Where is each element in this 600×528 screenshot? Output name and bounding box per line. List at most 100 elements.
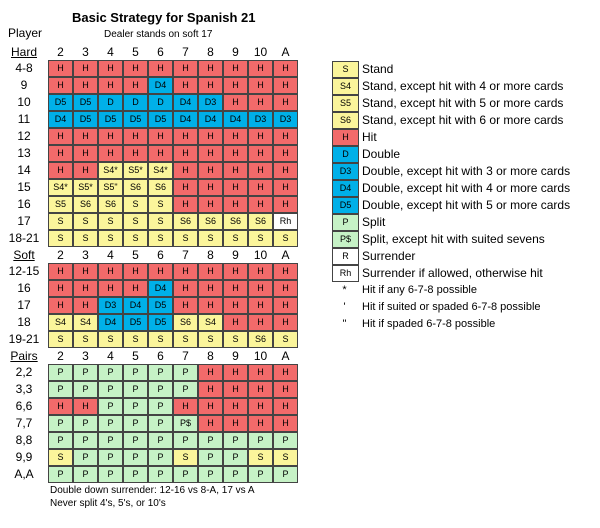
strategy-cell: P [98,364,123,381]
strategy-cell: S [123,196,148,213]
strategy-cell: H [248,128,273,145]
strategy-cell: D4 [198,111,223,128]
strategy-cell: H [223,398,248,415]
row-label: 16 [17,197,31,211]
strategy-cell: D4 [223,111,248,128]
strategy-cell: P [98,381,123,398]
strategy-cell: H [173,263,198,280]
strategy-cell: P [48,415,73,432]
strategy-cell: H [248,145,273,162]
strategy-cell: S4 [48,314,73,331]
strategy-cell: S5 [48,196,73,213]
strategy-cell: H [148,263,173,280]
strategy-cell: H [198,60,223,77]
strategy-cell: H [73,162,98,179]
strategy-cell: P [248,432,273,449]
row-label: 9,9 [15,450,33,464]
strategy-cell: H [223,280,248,297]
legend-swatch: S [332,61,359,78]
strategy-cell: H [223,314,248,331]
strategy-cell: H [273,162,298,179]
strategy-cell: H [198,297,223,314]
strategy-cell: H [173,162,198,179]
strategy-cell: H [273,60,298,77]
strategy-cell: H [273,398,298,415]
strategy-cell: S6 [173,314,198,331]
strategy-cell: D4 [173,94,198,111]
strategy-cell: H [273,77,298,94]
strategy-cell: H [173,280,198,297]
strategy-cell: H [273,94,298,111]
strategy-cell: H [248,314,273,331]
strategy-cell: D5 [148,297,173,314]
strategy-cell: H [48,297,73,314]
legend-text: Double, except hit with 5 or more cards [362,198,571,212]
legend-text: Stand, except hit with 5 or more cards [362,96,564,110]
section-label: Hard [10,45,37,59]
strategy-cell: P [98,466,123,483]
legend-text: Double [362,147,401,161]
strategy-cell: H [173,145,198,162]
row-label: 4-8 [15,61,33,75]
strategy-cell: H [248,60,273,77]
row-label: 16 [17,281,31,295]
strategy-cell: S [48,449,73,466]
legend-swatch: D [332,146,359,163]
strategy-cell: H [98,145,123,162]
strategy-cell: H [148,145,173,162]
strategy-cell: H [248,280,273,297]
strategy-cell: H [198,145,223,162]
strategy-cell: D5 [98,111,123,128]
legend-text: Split [362,215,386,229]
strategy-cell: S [73,230,98,247]
dealer-card-header: 7 [182,248,189,262]
strategy-cell: H [198,381,223,398]
strategy-cell: H [198,280,223,297]
strategy-cell: H [273,263,298,280]
strategy-cell: S4* [98,162,123,179]
strategy-cell: H [273,364,298,381]
strategy-cell: H [173,128,198,145]
strategy-cell: S [273,331,298,348]
dealer-card-header: 5 [132,349,139,363]
dealer-card-header: 6 [157,45,164,59]
dealer-card-header: 2 [57,349,64,363]
dealer-card-header: 8 [207,248,214,262]
dealer-card-header: 4 [107,349,114,363]
strategy-cell: S [198,331,223,348]
strategy-cell: S4* [48,179,73,196]
note-symbol: " [342,318,347,330]
legend-swatch: D4 [332,180,359,197]
strategy-cell: H [223,128,248,145]
strategy-cell: P [73,432,98,449]
strategy-cell: H [198,162,223,179]
strategy-cell: P [98,398,123,415]
player-label: Player [8,26,43,40]
strategy-cell: H [173,398,198,415]
strategy-cell: H [48,60,73,77]
strategy-cell: H [73,263,98,280]
strategy-cell: S [223,331,248,348]
strategy-cell: D5 [148,314,173,331]
strategy-cell: P [248,466,273,483]
strategy-cell: S [98,213,123,230]
strategy-cell: H [223,162,248,179]
strategy-cell: P [123,466,148,483]
strategy-cell: H [173,179,198,196]
strategy-cell: H [73,145,98,162]
dealer-card-header: 9 [232,45,239,59]
dealer-card-header: 7 [182,45,189,59]
footer-line: Never split 4's, 5's, or 10's [50,498,166,509]
legend-text: Surrender if allowed, otherwise hit [362,266,543,280]
strategy-cell: H [123,128,148,145]
strategy-cell: S [73,213,98,230]
strategy-cell: H [248,398,273,415]
legend-text: Double, except hit with 4 or more cards [362,181,571,195]
strategy-cell: D3 [98,297,123,314]
strategy-cell: H [198,364,223,381]
strategy-cell: P [173,466,198,483]
strategy-cell: D4 [123,297,148,314]
strategy-cell: S [198,230,223,247]
strategy-cell: H [173,297,198,314]
strategy-cell: H [248,263,273,280]
